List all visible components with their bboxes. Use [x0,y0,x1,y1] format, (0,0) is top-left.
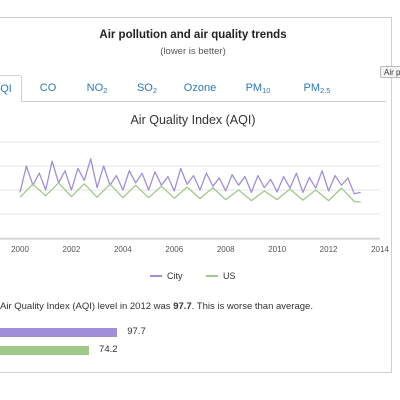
x-tick-label-1: 2002 [63,245,81,254]
chart-x-ticks: 2000 2002 2004 2006 2008 2010 2012 2014 [11,245,389,254]
tab-ozone[interactable]: Ozone [178,75,222,100]
x-tick-label-6: 2012 [320,245,338,254]
aqi-summary-text: Air Quality Index (AQI) level in 2012 wa… [0,301,313,312]
series-line-us[interactable] [19,182,361,203]
x-tick-label-4: 2008 [217,245,235,254]
tab-no2-label: NO [86,82,104,94]
x-tick-label-0: 2000 [11,245,29,254]
tab-pm25-label: PM [303,82,321,94]
tab-pm10-label: PM [245,82,263,94]
tab-pm25-sub: 2.5 [320,86,331,95]
legend-item-us[interactable]: US [206,271,236,281]
tab-so2[interactable]: SO2 [130,75,164,100]
comparison-value-us: 74.2 [99,344,118,355]
tooltip-button[interactable]: Air po [380,66,400,78]
legend-swatch-city [150,275,162,277]
comparison-bar-us [0,346,90,355]
tab-aqi-label: QI [0,83,12,95]
tab-so2-label: SO [136,82,153,94]
summary-value: 97.7 [173,301,192,312]
pollutant-tabs: QI CO NO2 SO2 Ozone PM10 PM2.5 [0,75,386,102]
widget-subtitle: (lower is better) [160,46,226,57]
legend-swatch-us [206,275,218,277]
comparison-bar-city [0,328,118,337]
legend-label-city: City [167,271,183,281]
x-tick-label-2: 2004 [114,245,132,254]
x-tick-label-3: 2006 [165,245,183,254]
tab-so2-sub: 2 [152,86,158,95]
tab-no2-sub: 2 [103,86,108,95]
tab-co-label: CO [39,82,57,94]
summary-suffix: . This is worse than average. [191,301,313,312]
legend-label-us: US [223,271,236,281]
tab-aqi[interactable]: QI [0,75,22,102]
tab-no2[interactable]: NO2 [80,75,114,100]
x-tick-label-7: 2014 [371,245,389,254]
legend-item-city[interactable]: City [150,271,183,281]
x-tick-label-5: 2010 [268,245,286,254]
aqi-line-chart: 2000 2002 2004 2006 2008 2010 2012 2014 [0,141,389,254]
chart-lines [19,158,361,203]
tab-pm10[interactable]: PM10 [238,75,278,100]
tab-pm25[interactable]: PM2.5 [296,75,338,100]
series-line-city[interactable] [19,158,361,195]
tab-co[interactable]: CO [34,75,62,100]
comparison-value-city: 97.7 [127,326,146,337]
summary-prefix: Air Quality Index (AQI) level in 2012 wa… [0,301,174,312]
chart-title: Air Quality Index (AQI) [130,113,256,127]
tab-pm10-sub: 10 [262,86,271,95]
tab-ozone-label: Ozone [183,82,217,94]
widget-title: Air pollution and air quality trends [99,29,287,41]
